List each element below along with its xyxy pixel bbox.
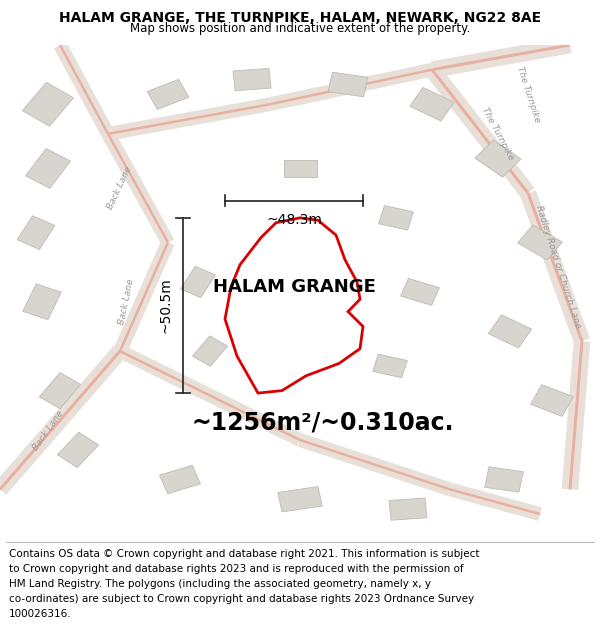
Polygon shape — [147, 79, 189, 109]
Text: co-ordinates) are subject to Crown copyright and database rights 2023 Ordnance S: co-ordinates) are subject to Crown copyr… — [9, 594, 474, 604]
Text: HM Land Registry. The polygons (including the associated geometry, namely x, y: HM Land Registry. The polygons (includin… — [9, 579, 431, 589]
Polygon shape — [225, 217, 363, 393]
Text: Contains OS data © Crown copyright and database right 2021. This information is : Contains OS data © Crown copyright and d… — [9, 549, 479, 559]
Polygon shape — [58, 432, 98, 468]
Text: HALAM GRANGE: HALAM GRANGE — [212, 278, 376, 296]
Text: Back Lane: Back Lane — [117, 278, 135, 326]
Polygon shape — [488, 315, 532, 348]
Polygon shape — [160, 466, 200, 494]
Polygon shape — [373, 354, 407, 377]
Text: The Turnpike: The Turnpike — [480, 106, 516, 162]
Polygon shape — [530, 384, 574, 416]
Polygon shape — [328, 72, 368, 97]
Text: Radley Road or Church Lane: Radley Road or Church Lane — [534, 204, 582, 330]
Polygon shape — [518, 225, 562, 260]
Text: to Crown copyright and database rights 2023 and is reproduced with the permissio: to Crown copyright and database rights 2… — [9, 564, 464, 574]
Text: HALAM GRANGE, THE TURNPIKE, HALAM, NEWARK, NG22 8AE: HALAM GRANGE, THE TURNPIKE, HALAM, NEWAR… — [59, 11, 541, 25]
Polygon shape — [410, 88, 454, 121]
Text: Back Lane: Back Lane — [106, 165, 134, 211]
Polygon shape — [22, 82, 74, 126]
Text: ~1256m²/~0.310ac.: ~1256m²/~0.310ac. — [192, 411, 455, 435]
Text: 100026316.: 100026316. — [9, 609, 71, 619]
Polygon shape — [23, 284, 61, 319]
Text: Back Lane: Back Lane — [31, 409, 65, 452]
Polygon shape — [379, 206, 413, 230]
Text: The Turnpike: The Turnpike — [515, 65, 541, 124]
Polygon shape — [181, 266, 215, 298]
Polygon shape — [485, 467, 523, 492]
Polygon shape — [40, 372, 80, 409]
Polygon shape — [278, 487, 322, 512]
Polygon shape — [25, 149, 71, 188]
Polygon shape — [284, 159, 317, 177]
Polygon shape — [401, 278, 439, 306]
Text: ~50.5m: ~50.5m — [158, 278, 172, 333]
Text: ~48.3m: ~48.3m — [266, 213, 322, 227]
Polygon shape — [475, 140, 521, 177]
Polygon shape — [193, 336, 227, 366]
Text: Map shows position and indicative extent of the property.: Map shows position and indicative extent… — [130, 22, 470, 35]
Polygon shape — [233, 68, 271, 91]
Polygon shape — [389, 498, 427, 520]
Polygon shape — [17, 216, 55, 249]
